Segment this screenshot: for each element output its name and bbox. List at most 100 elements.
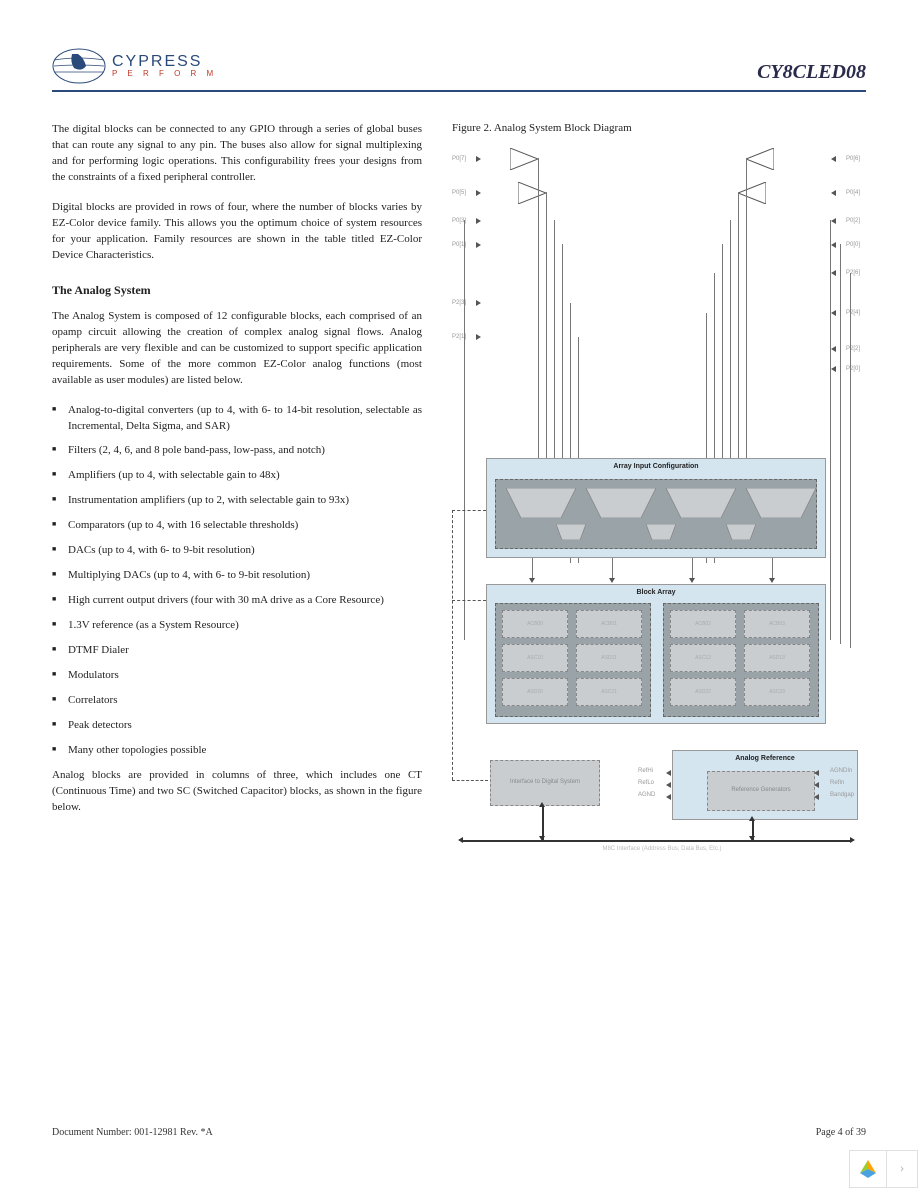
list-item: DTMF Dialer <box>52 643 422 659</box>
mux-icon <box>556 524 586 540</box>
analog-block: ASC23 <box>744 678 810 706</box>
arrow-icon <box>476 156 481 162</box>
block-array-panel: Block Array ACB00 ACB01 ASC10 ASD11 ASD2… <box>486 584 826 724</box>
panel-inner-right: ACB02 ACB03 ASC12 ASD13 ASD22 ASC23 <box>663 603 819 717</box>
analog-block: ASC12 <box>670 644 736 672</box>
list-item: High current output drivers (four with 3… <box>52 593 422 609</box>
analog-block: ACB02 <box>670 610 736 638</box>
paragraph-2: Digital blocks are provided in rows of f… <box>52 200 422 264</box>
wire <box>546 192 547 460</box>
ref-label: RefHi <box>638 768 653 774</box>
amp-icon <box>746 148 774 170</box>
arrow-icon <box>476 334 481 340</box>
wire <box>730 220 731 460</box>
pin-label: P0[7] <box>452 156 466 162</box>
panel-title: Block Array <box>487 589 825 596</box>
arrow-icon <box>814 794 819 800</box>
list-item: DACs (up to 4, with 6- to 9-bit resoluti… <box>52 543 422 559</box>
amp-icon <box>510 148 538 170</box>
arrow-icon <box>831 190 836 196</box>
pin-label: P2[0] <box>846 366 860 372</box>
arrow-icon <box>831 346 836 352</box>
arrow-icon <box>476 218 481 224</box>
pin-label: P0[5] <box>452 190 466 196</box>
ref-label: AGNDIn <box>830 768 852 774</box>
list-item: Comparators (up to 4, with 16 selectable… <box>52 518 422 534</box>
list-item: Filters (2, 4, 6, and 8 pole band-pass, … <box>52 443 422 459</box>
wire <box>542 806 544 840</box>
figure-column: Figure 2. Analog System Block Diagram P0… <box>452 122 864 860</box>
ref-label: RefLo <box>638 780 654 786</box>
wire <box>772 558 773 580</box>
arrow-icon <box>831 218 836 224</box>
wire <box>738 192 739 460</box>
list-item: 1.3V reference (as a System Resource) <box>52 618 422 634</box>
arrow-icon <box>666 770 671 776</box>
analog-block: ASD20 <box>502 678 568 706</box>
arrow-icon <box>666 782 671 788</box>
arrow-icon <box>769 578 775 583</box>
analog-block: ASD13 <box>744 644 810 672</box>
arrow-icon <box>458 837 463 843</box>
list-item: Amplifiers (up to 4, with selectable gai… <box>52 468 422 484</box>
panel-title: Analog Reference <box>673 755 857 762</box>
viewer-logo-icon[interactable] <box>850 1151 886 1187</box>
logo-name: CYPRESS <box>112 54 217 70</box>
cypress-logo: CYPRESS P E R F O R M <box>52 48 217 84</box>
list-item: Analog-to-digital converters (up to 4, w… <box>52 403 422 435</box>
dashed-wire <box>452 600 486 601</box>
document-number: Document Number: 001-12981 Rev. *A <box>52 1127 213 1138</box>
analog-block: ACB00 <box>502 610 568 638</box>
arrow-icon <box>831 366 836 372</box>
next-page-button[interactable]: › <box>886 1151 917 1187</box>
block-label: ACI0[1:0] <box>520 498 545 504</box>
block-label: ACI2[1:0] <box>680 498 705 504</box>
arrow-icon <box>609 578 615 583</box>
dashed-wire <box>452 780 488 781</box>
wire <box>464 220 465 640</box>
pin-label: P2[6] <box>846 270 860 276</box>
ref-label: Bandgap <box>830 792 854 798</box>
globe-icon <box>52 48 106 84</box>
pin-label: P0[4] <box>846 190 860 196</box>
pin-label: P2[4] <box>846 310 860 316</box>
ref-label: AGND <box>638 792 655 798</box>
page-number: Page 4 of 39 <box>816 1127 866 1138</box>
wire <box>554 220 555 460</box>
digital-interface-block: Interface to Digital System <box>490 760 600 806</box>
arrow-icon <box>749 836 755 841</box>
arrow-icon <box>529 578 535 583</box>
wire <box>612 558 613 580</box>
wire <box>722 244 723 460</box>
arrow-icon <box>749 816 755 821</box>
pin-label: P0[2] <box>846 218 860 224</box>
arrow-icon <box>814 782 819 788</box>
arrow-icon <box>539 836 545 841</box>
dashed-wire <box>452 510 486 511</box>
wire <box>830 220 831 640</box>
analog-system-heading: The Analog System <box>52 282 422 299</box>
viewer-nav-widget: › <box>849 1150 918 1188</box>
arrow-icon <box>814 770 819 776</box>
wire <box>562 244 563 460</box>
logo-tagline: P E R F O R M <box>112 70 217 78</box>
pin-label: P0[6] <box>846 156 860 162</box>
amp-icon <box>518 182 546 204</box>
array-input-panel: Array Input Configuration ACI0[1:0] ACI1… <box>486 458 826 558</box>
part-number: CY8CLED08 <box>757 61 866 84</box>
list-item: Peak detectors <box>52 718 422 734</box>
analog-block: ASC21 <box>576 678 642 706</box>
paragraph-1: The digital blocks can be connected to a… <box>52 122 422 186</box>
analog-block: ASD11 <box>576 644 642 672</box>
amp-icon <box>738 182 766 204</box>
arrow-icon <box>850 837 855 843</box>
page-header: CYPRESS P E R F O R M CY8CLED08 <box>52 48 866 92</box>
paragraph-4: Analog blocks are provided in columns of… <box>52 768 422 816</box>
mux-icon <box>646 524 676 540</box>
arrow-icon <box>689 578 695 583</box>
arrow-icon <box>831 242 836 248</box>
dashed-wire <box>452 510 453 780</box>
content-columns: The digital blocks can be connected to a… <box>52 122 866 860</box>
bus-line <box>462 840 850 842</box>
arrow-icon <box>831 270 836 276</box>
